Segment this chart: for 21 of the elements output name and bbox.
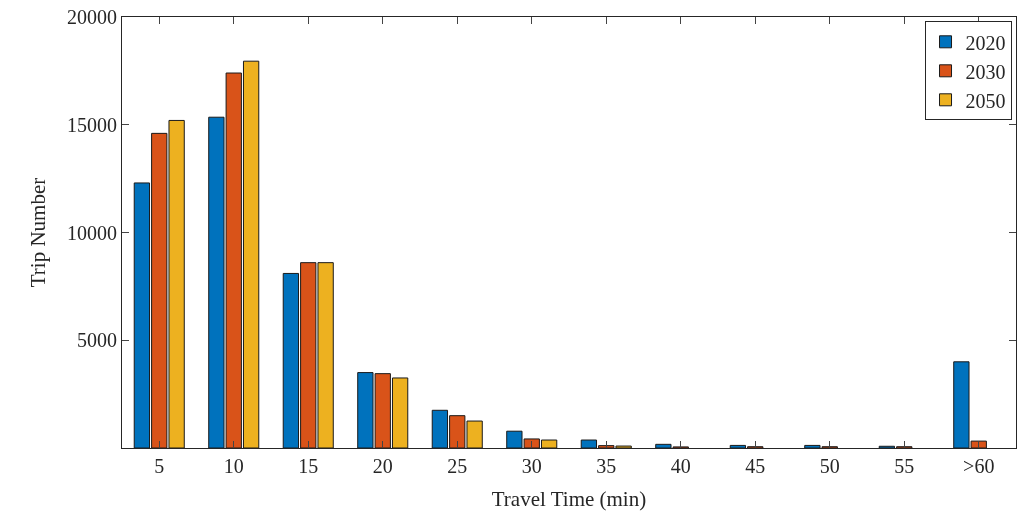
- y-tick-label: 5000: [77, 329, 117, 352]
- x-tick-label: 55: [894, 455, 915, 477]
- y-tick-label: 15000: [67, 113, 117, 136]
- x-tick-label: >60: [963, 455, 995, 477]
- x-tick-label: 15: [298, 455, 319, 477]
- x-tick-label: 10: [223, 455, 244, 477]
- x-tick-label: 45: [745, 455, 766, 477]
- x-axis-title: Travel Time (min): [491, 487, 647, 512]
- x-tick-label: 20: [372, 455, 393, 477]
- legend-label: 2030: [965, 60, 1006, 83]
- x-tick-label: 5: [154, 455, 165, 477]
- x-tick-label: 30: [521, 455, 542, 477]
- legend-label: 2050: [965, 89, 1006, 112]
- x-tick-label: 25: [447, 455, 468, 477]
- x-tick-label: 40: [670, 455, 691, 477]
- x-tick-label: 35: [596, 455, 617, 477]
- y-tick-label: 10000: [67, 221, 117, 244]
- x-tick-label: 50: [819, 455, 840, 477]
- y-tick-label: 20000: [67, 6, 117, 28]
- legend-label: 2020: [965, 31, 1006, 54]
- y-axis-title: Trip Number: [26, 177, 51, 288]
